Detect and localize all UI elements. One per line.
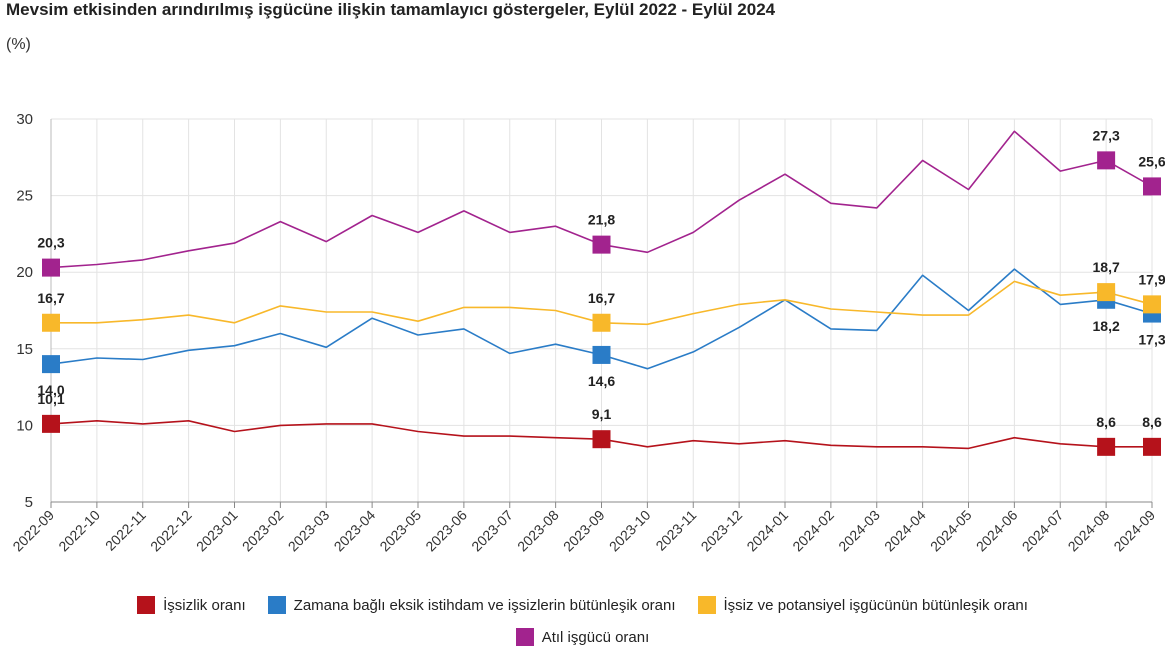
data-label-3: 25,6: [1138, 153, 1165, 169]
legend-swatch-labour-underutilisation: [515, 628, 534, 646]
x-tick-label: 2023-04: [331, 507, 379, 555]
legend-label-unemployment-rate: İşsizlik oranı: [163, 596, 246, 614]
x-tick-label: 2024-02: [789, 507, 837, 555]
x-tick-label: 2024-07: [1019, 507, 1067, 555]
x-tick-label: 2023-02: [239, 507, 287, 555]
x-tick-label: 2022-10: [55, 507, 103, 555]
data-point-marker-3: [1097, 151, 1116, 170]
data-point-marker-2: [1143, 295, 1161, 314]
x-tick-label: 2023-01: [193, 507, 241, 555]
x-tick-label: 2023-10: [606, 507, 654, 555]
x-tick-label: 2023-03: [285, 507, 333, 555]
data-point-marker-0: [1143, 437, 1161, 456]
x-tick-label: 2023-09: [560, 507, 608, 555]
legend-label-time-related-underemployment: Zamana bağlı eksik istihdam ve işsizleri…: [293, 596, 676, 614]
data-label-0: 8,6: [1142, 414, 1162, 430]
data-label-2: 18,7: [1093, 259, 1120, 275]
x-tick-label: 2023-06: [422, 507, 470, 555]
legend-item-time-related-underemployment[interactable]: Zamana bağlı eksik istihdam ve işsizleri…: [267, 596, 676, 614]
x-tick-label: 2024-09: [1110, 507, 1158, 555]
data-label-2: 16,7: [37, 290, 64, 306]
x-tick-label: 2024-01: [743, 507, 791, 555]
data-point-marker-3: [592, 235, 611, 254]
data-point-marker-2: [42, 313, 60, 332]
data-point-marker-3: [42, 258, 60, 277]
x-tick-label: 2024-04: [881, 507, 929, 555]
line-chart: 510152025302022-092022-102022-112022-122…: [9, 111, 1165, 555]
data-label-3: 27,3: [1093, 127, 1120, 143]
x-tick-label: 2024-06: [973, 507, 1021, 555]
y-tick-label: 5: [25, 494, 33, 511]
x-tick-label: 2023-12: [698, 507, 746, 555]
x-tick-label: 2024-03: [835, 507, 883, 555]
data-point-marker-0: [1097, 437, 1116, 456]
data-label-0: 8,6: [1096, 414, 1116, 430]
legend-item-labour-underutilisation[interactable]: Atıl işgücü oranı: [515, 628, 650, 646]
data-label-1: 14,6: [588, 373, 615, 389]
data-label-2: 17,9: [1138, 271, 1165, 287]
legend-label-potential-labour-force: İşsiz ve potansiyel işgücünün bütünleşik…: [723, 596, 1028, 614]
data-label-1: 17,3: [1138, 332, 1165, 348]
legend-swatch-time-related-underemployment: [267, 596, 286, 614]
data-label-0: 9,1: [592, 406, 612, 422]
data-point-marker-1: [42, 355, 60, 374]
data-point-marker-2: [592, 313, 611, 332]
data-label-1: 14,0: [37, 382, 64, 398]
data-point-marker-0: [42, 414, 60, 433]
legend-row-1: İşsizlik oranı Zamana bağlı eksik istihd…: [0, 592, 1165, 618]
x-tick-label: 2022-09: [9, 507, 57, 555]
y-tick-label: 25: [16, 188, 33, 205]
legend-item-potential-labour-force[interactable]: İşsiz ve potansiyel işgücünün bütünleşik…: [697, 596, 1028, 614]
chart-unit-label: (%): [6, 36, 31, 53]
data-point-marker-0: [592, 430, 611, 449]
data-point-marker-3: [1143, 177, 1161, 196]
chart-title: Mevsim etkisinden arındırılmış işgücüne …: [6, 0, 776, 19]
data-point-marker-1: [592, 345, 611, 364]
x-tick-label: 2023-08: [514, 507, 562, 555]
legend-item-unemployment-rate[interactable]: İşsizlik oranı: [137, 596, 246, 614]
y-tick-label: 30: [16, 111, 33, 128]
data-label-3: 20,3: [37, 235, 64, 251]
legend-label-labour-underutilisation: Atıl işgücü oranı: [541, 628, 650, 646]
x-tick-label: 2022-12: [147, 507, 195, 555]
legend-row-2: Atıl işgücü oranı: [0, 624, 1165, 650]
legend-swatch-potential-labour-force: [697, 596, 716, 614]
chart-legend: İşsizlik oranı Zamana bağlı eksik istihd…: [0, 592, 1165, 656]
x-tick-label: 2024-05: [927, 507, 975, 555]
data-label-1: 18,2: [1093, 318, 1120, 334]
y-tick-label: 20: [16, 264, 33, 281]
x-tick-label: 2023-05: [376, 507, 424, 555]
data-point-marker-2: [1097, 283, 1116, 302]
x-tick-label: 2023-07: [468, 507, 516, 555]
data-label-0: 10,1: [37, 391, 64, 407]
y-tick-label: 15: [16, 341, 33, 358]
legend-swatch-unemployment-rate: [137, 596, 156, 614]
x-tick-label: 2023-11: [652, 507, 699, 554]
y-tick-label: 10: [16, 417, 33, 434]
x-tick-label: 2024-08: [1065, 507, 1113, 555]
data-label-2: 16,7: [588, 290, 615, 306]
x-tick-label: 2022-11: [102, 507, 149, 554]
data-label-3: 21,8: [588, 212, 615, 228]
